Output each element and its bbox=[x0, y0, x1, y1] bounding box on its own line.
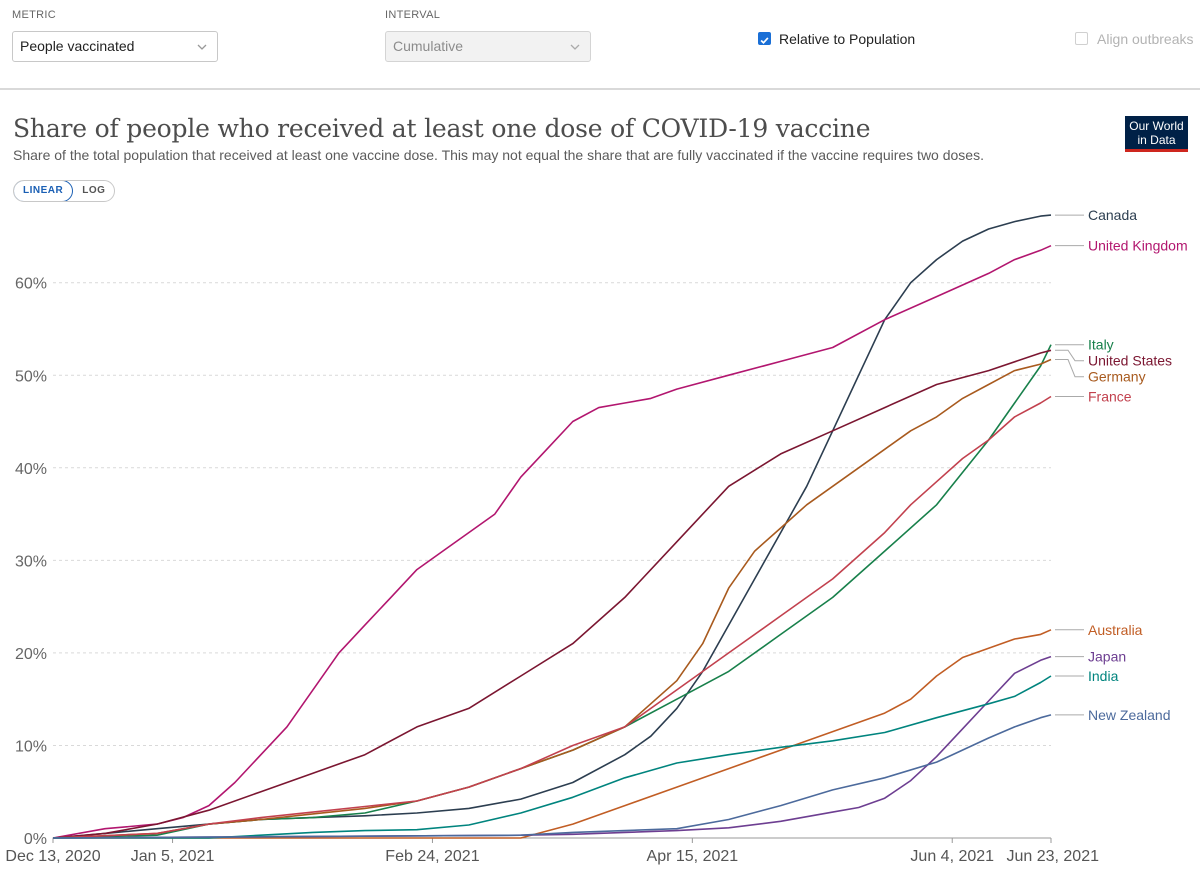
label-connector-united-states bbox=[1055, 349, 1084, 362]
series-label-new-zealand[interactable]: New Zealand bbox=[1088, 707, 1171, 723]
relative-to-population-label[interactable]: Relative to Population bbox=[779, 31, 916, 47]
series-line-new-zealand[interactable] bbox=[52, 714, 1052, 839]
label-connector-germany bbox=[1055, 359, 1084, 378]
chart-title: Share of people who received at least on… bbox=[13, 114, 871, 143]
y-tick-label: 40% bbox=[15, 461, 47, 478]
align-outbreaks-label[interactable]: Align outbreaks bbox=[1097, 31, 1194, 47]
interval-select[interactable]: Cumulative bbox=[385, 31, 591, 62]
series-label-india[interactable]: India bbox=[1088, 668, 1119, 684]
metric-label: METRIC bbox=[12, 9, 56, 21]
series-line-italy[interactable] bbox=[52, 344, 1052, 839]
logo-line-2: in Data bbox=[1137, 133, 1176, 147]
y-tick-label: 0% bbox=[24, 831, 47, 848]
x-tick-label: Dec 13, 2020 bbox=[5, 848, 100, 865]
x-axis: Dec 13, 2020 Jan 5, 2021 Feb 24, 2021 Apr 1… bbox=[5, 837, 1099, 865]
relative-to-population-checkbox[interactable] bbox=[758, 32, 771, 45]
series-label-france[interactable]: France bbox=[1088, 389, 1132, 405]
series-line-united-states[interactable] bbox=[52, 349, 1052, 839]
metric-select-value: People vaccinated bbox=[20, 38, 135, 54]
chart-subtitle: Share of the total population that recei… bbox=[13, 147, 984, 163]
y-tick-label: 60% bbox=[15, 276, 47, 293]
chevron-down-icon bbox=[197, 44, 207, 50]
controls-bar: METRIC People vaccinated INTERVAL Cumula… bbox=[0, 0, 1200, 90]
linear-scale-button[interactable]: LINEAR bbox=[14, 181, 74, 201]
series-line-india[interactable] bbox=[53, 675, 1052, 839]
x-tick-label: Apr 15, 2021 bbox=[647, 848, 739, 865]
series-line-australia[interactable] bbox=[53, 629, 1052, 839]
series-label-canada[interactable]: Canada bbox=[1088, 207, 1137, 223]
gridlines bbox=[53, 282, 1051, 746]
scale-toggle: LINEAR LOG bbox=[13, 180, 116, 202]
log-scale-button[interactable]: LOG bbox=[82, 185, 106, 196]
y-axis: 0% 10% 20% 30% 40% 50% 60% bbox=[15, 276, 47, 848]
y-tick-label: 30% bbox=[15, 553, 47, 570]
series-label-germany[interactable]: Germany bbox=[1088, 369, 1146, 385]
x-tick-label: Jun 4, 2021 bbox=[910, 848, 994, 865]
align-outbreaks-checkbox[interactable] bbox=[1075, 32, 1088, 45]
series-line-france[interactable] bbox=[52, 395, 1052, 839]
series-line-canada[interactable] bbox=[52, 214, 1052, 839]
series-label-italy[interactable]: Italy bbox=[1088, 337, 1114, 353]
x-tick-label: Jun 23, 2021 bbox=[1006, 848, 1099, 865]
series-label-australia[interactable]: Australia bbox=[1088, 622, 1143, 638]
y-tick-label: 50% bbox=[15, 368, 47, 385]
owid-logo[interactable]: Our World in Data bbox=[1125, 116, 1188, 152]
y-tick-label: 20% bbox=[15, 646, 47, 663]
interval-label: INTERVAL bbox=[385, 9, 441, 21]
chevron-down-icon bbox=[570, 44, 580, 50]
metric-select[interactable]: People vaccinated bbox=[12, 31, 218, 62]
series-lines bbox=[52, 214, 1052, 839]
series-line-united-kingdom[interactable] bbox=[52, 244, 1052, 839]
series-label-united-states[interactable]: United States bbox=[1088, 353, 1172, 369]
series-label-japan[interactable]: Japan bbox=[1088, 649, 1126, 665]
x-tick-label: Feb 24, 2021 bbox=[385, 848, 479, 865]
y-tick-label: 10% bbox=[15, 738, 47, 755]
interval-select-value: Cumulative bbox=[393, 38, 464, 54]
checkmark-icon bbox=[760, 37, 769, 44]
series-label-united-kingdom[interactable]: United Kingdom bbox=[1088, 238, 1188, 254]
logo-line-1: Our World bbox=[1129, 119, 1184, 133]
series-line-japan[interactable] bbox=[52, 655, 1052, 839]
series-line-germany[interactable] bbox=[52, 358, 1052, 839]
x-tick-label: Jan 5, 2021 bbox=[131, 848, 215, 865]
